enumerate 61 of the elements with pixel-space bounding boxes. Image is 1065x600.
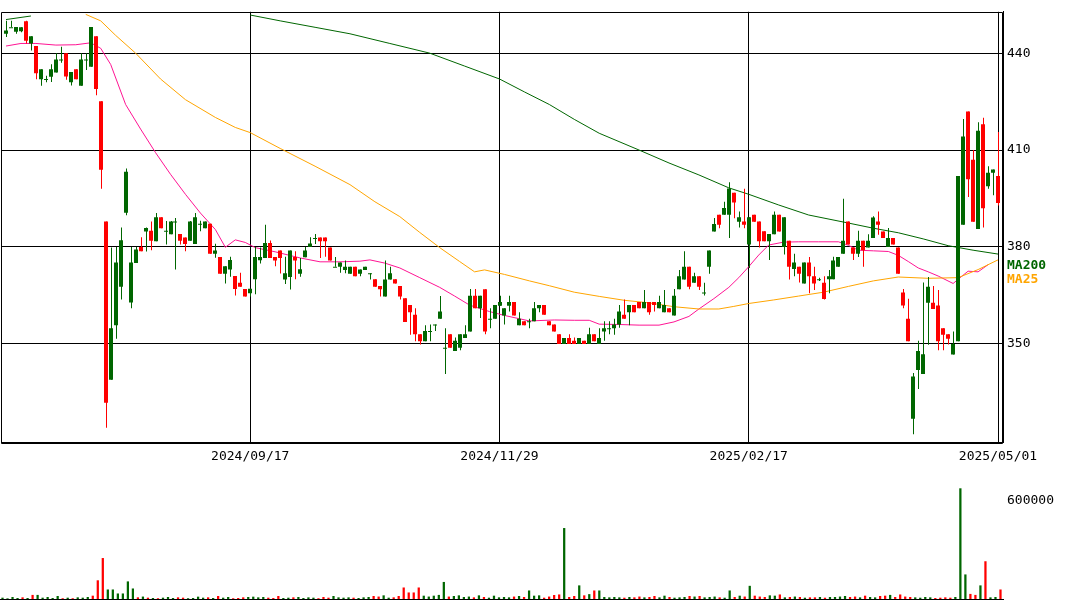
candlestick — [433, 324, 437, 331]
bar — [412, 592, 415, 599]
bar — [598, 590, 601, 599]
bar — [407, 592, 410, 599]
bar — [402, 587, 405, 599]
bar — [477, 595, 481, 599]
bar — [638, 596, 641, 599]
bar — [417, 587, 420, 599]
bar — [999, 589, 1002, 599]
x-tick-label: 2024/09/17 — [211, 447, 290, 463]
bar — [663, 595, 666, 599]
series-label: MA25 — [1007, 270, 1039, 286]
bar — [121, 593, 124, 599]
bar — [131, 588, 135, 599]
candlestick — [313, 234, 317, 245]
y-tick-label: 440 — [1007, 44, 1031, 60]
series-label: MA200 — [1007, 256, 1047, 272]
bar — [111, 589, 114, 599]
bar — [964, 574, 967, 599]
candlestick — [488, 308, 492, 329]
y-tick-label: 410 — [1007, 141, 1031, 157]
candlestick — [333, 256, 337, 268]
bar — [959, 488, 962, 599]
bar — [36, 594, 39, 599]
bar — [593, 590, 596, 599]
bar — [116, 593, 119, 599]
bar — [126, 581, 130, 599]
y-tick-label: 380 — [1007, 238, 1031, 254]
bar — [457, 595, 460, 599]
candlestick — [443, 328, 447, 374]
bar — [96, 580, 99, 599]
text: 600000 — [1007, 491, 1054, 507]
candlestick — [368, 273, 372, 280]
bar — [688, 596, 691, 599]
bar — [693, 596, 696, 599]
bar — [537, 595, 541, 599]
bar — [899, 594, 902, 599]
bar — [527, 590, 531, 599]
x-tick-label: 2025/05/01 — [958, 447, 1038, 463]
bar — [974, 594, 977, 599]
candlestick — [742, 188, 746, 229]
x-tick-label: 2025/02/17 — [709, 447, 788, 463]
bar — [698, 596, 701, 599]
bar — [778, 594, 781, 599]
bar — [728, 590, 731, 599]
bar — [979, 585, 982, 599]
bar — [106, 589, 109, 599]
bar — [768, 595, 771, 599]
bar — [588, 594, 591, 599]
bar — [332, 596, 335, 599]
bar — [382, 595, 385, 599]
bar — [558, 594, 561, 599]
bar — [578, 585, 581, 599]
bar — [583, 595, 586, 599]
bar — [372, 596, 375, 599]
bar — [984, 561, 987, 599]
bar — [969, 593, 972, 599]
x-tick-label: 2024/11/29 — [460, 447, 539, 463]
bar — [31, 594, 34, 599]
y-tick-label: 350 — [1007, 335, 1031, 351]
bar — [653, 596, 656, 599]
